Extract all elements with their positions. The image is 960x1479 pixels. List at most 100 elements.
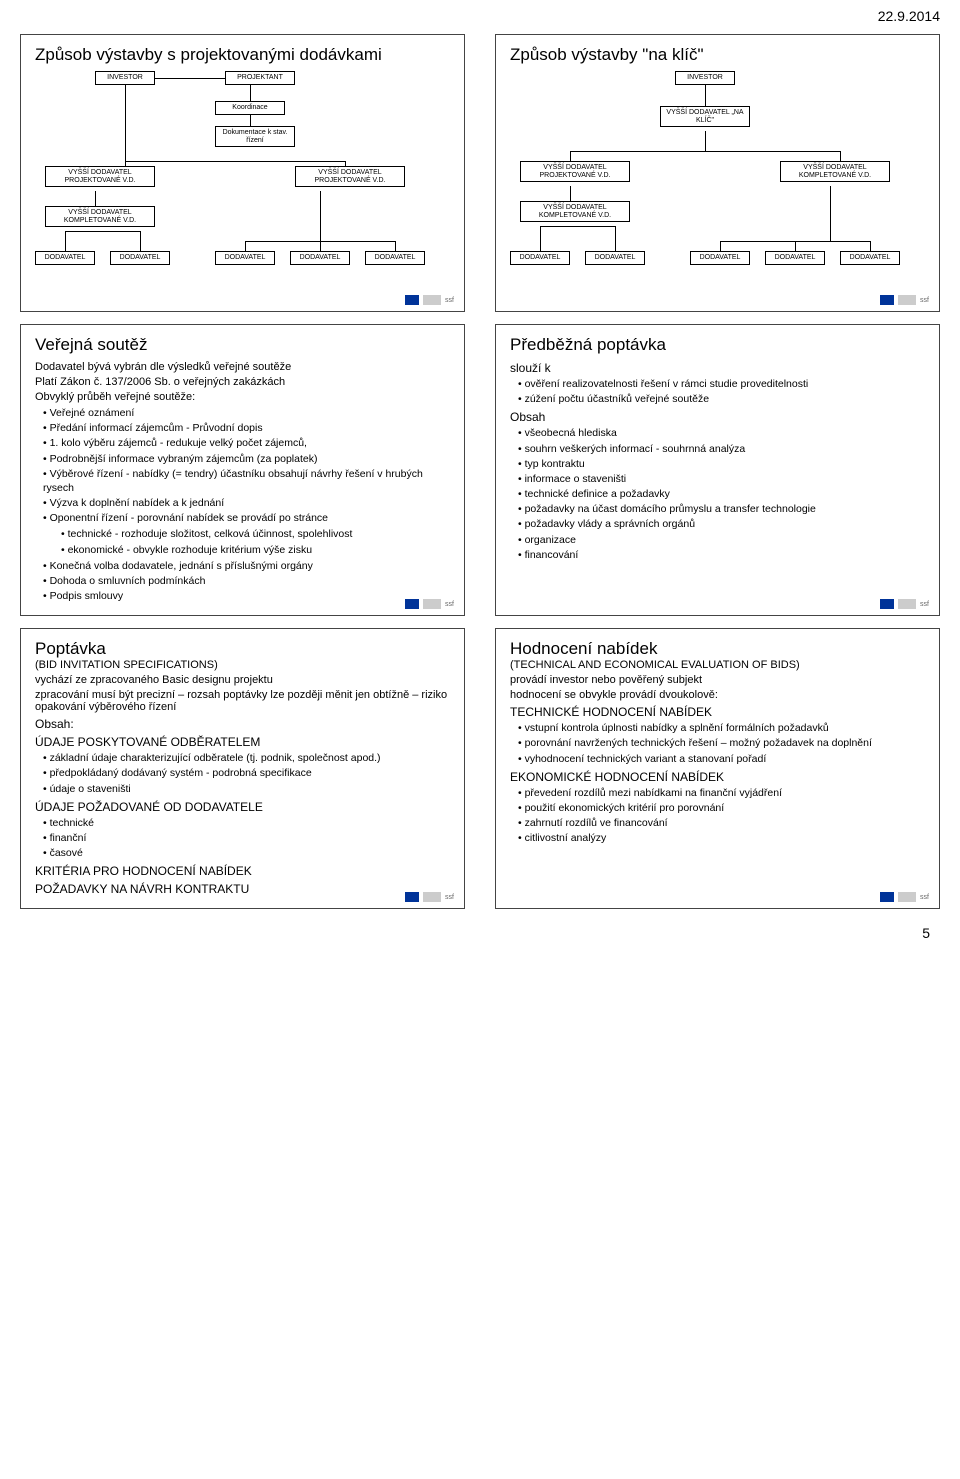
list-item: ekonomické - obvykle rozhoduje kritérium… bbox=[61, 543, 450, 557]
slide6-h2-list: převedení rozdílů mezi nabídkami na fina… bbox=[510, 786, 925, 846]
slide5-h1-list: základní údaje charakterizující odběrate… bbox=[35, 751, 450, 796]
logo-label: ssf bbox=[445, 894, 454, 901]
list-item: financování bbox=[518, 548, 925, 562]
row-2: Veřejná soutěž Dodavatel bývá vybrán dle… bbox=[0, 318, 960, 622]
row-1: Způsob výstavby s projektovanými dodávka… bbox=[0, 28, 960, 318]
slide-1: Způsob výstavby s projektovanými dodávka… bbox=[20, 34, 465, 312]
slide5-h2-list: technické finanční časové bbox=[35, 816, 450, 861]
box-dokumentace: Dokumentace k stav. řízení bbox=[215, 126, 295, 147]
box-investor: INVESTOR bbox=[95, 71, 155, 85]
box-vdproj2: VYŠŠÍ DODAVATEL PROJEKTOVANÉ V.D. bbox=[295, 166, 405, 187]
list-item: použití ekonomických kritérií pro porovn… bbox=[518, 801, 925, 815]
slide3-list2: Konečná volba dodavatele, jednání s přís… bbox=[35, 559, 450, 604]
list-item: Výzva k doplnění nabídek a k jednání bbox=[43, 496, 450, 510]
ssf-logo-icon bbox=[423, 599, 441, 609]
list-item: zúžení počtu účastníků veřejné soutěže bbox=[518, 392, 925, 406]
ssf-logo-icon bbox=[898, 892, 916, 902]
slide6-subtitle: (TECHNICAL AND ECONOMICAL EVALUATION OF … bbox=[510, 659, 925, 671]
slide6-title: Hodnocení nabídek bbox=[510, 639, 925, 659]
slide5-h4: POŽADAVKY NA NÁVRH KONTRAKTU bbox=[35, 882, 450, 896]
list-item: Předání informací zájemcům - Průvodní do… bbox=[43, 421, 450, 435]
slide6-h1-list: vstupní kontrola úplnosti nabídky a spln… bbox=[510, 721, 925, 766]
list-item: organizace bbox=[518, 533, 925, 547]
slide-footer-logo: ssf bbox=[405, 599, 454, 609]
list-item: Oponentní řízení - porovnání nabídek se … bbox=[43, 511, 450, 525]
eu-logo-icon bbox=[880, 892, 894, 902]
slide4-obsah: Obsah bbox=[510, 410, 925, 424]
eu-logo-icon bbox=[880, 295, 894, 305]
list-item: vyhodnocení technických variant a stanov… bbox=[518, 752, 925, 766]
list-item: časové bbox=[43, 846, 450, 860]
slide-4: Předběžná poptávka slouží k ověření real… bbox=[495, 324, 940, 616]
slide3-title: Veřejná soutěž bbox=[35, 335, 450, 355]
slide5-h3: KRITÉRIA PRO HODNOCENÍ NABÍDEK bbox=[35, 864, 450, 878]
slide3-line3: Obvyklý průběh veřejné soutěže: bbox=[35, 391, 450, 403]
slide5-h1: ÚDAJE POSKYTOVANÉ ODBĚRATELEM bbox=[35, 735, 450, 749]
slide5-h2: ÚDAJE POŽADOVANÉ OD DODAVATELE bbox=[35, 800, 450, 814]
list-item: Konečná volba dodavatele, jednání s přís… bbox=[43, 559, 450, 573]
slide-2: Způsob výstavby "na klíč" INVESTOR VYŠŠÍ… bbox=[495, 34, 940, 312]
box-dod5: DODAVATEL bbox=[365, 251, 425, 265]
slide1-chart: INVESTOR PROJEKTANT Koordinace Dokumenta… bbox=[35, 71, 450, 301]
slide6-p1: provádí investor nebo pověřený subjekt bbox=[510, 674, 925, 686]
slide6-h1: TECHNICKÉ HODNOCENÍ NABÍDEK bbox=[510, 705, 925, 719]
row-3: Poptávka (BID INVITATION SPECIFICATIONS)… bbox=[0, 622, 960, 915]
slide3-line2: Platí Zákon č. 137/2006 Sb. o veřejných … bbox=[35, 376, 450, 388]
list-item: porovnání navržených technických řešení … bbox=[518, 736, 925, 750]
box-dod1: DODAVATEL bbox=[35, 251, 95, 265]
box-dod4: DODAVATEL bbox=[290, 251, 350, 265]
slide3-line1: Dodavatel bývá vybrán dle výsledků veřej… bbox=[35, 361, 450, 373]
slide5-p1: vychází ze zpracovaného Basic designu pr… bbox=[35, 674, 450, 686]
list-item: souhrn veškerých informací - souhrnná an… bbox=[518, 442, 925, 456]
slide2-chart: INVESTOR VYŠŠÍ DODAVATEL „NA KLÍČ" VYŠŠÍ… bbox=[510, 71, 925, 301]
box2-komp: VYŠŠÍ DODAVATEL KOMPLETOVANÉ V.D. bbox=[780, 161, 890, 182]
slide5-subtitle: (BID INVITATION SPECIFICATIONS) bbox=[35, 659, 450, 671]
list-item: převedení rozdílů mezi nabídkami na fina… bbox=[518, 786, 925, 800]
eu-logo-icon bbox=[880, 599, 894, 609]
list-item: Podrobnější informace vybraným zájemcům … bbox=[43, 452, 450, 466]
list-item: zahrnutí rozdílů ve financování bbox=[518, 816, 925, 830]
box2-dod3: DODAVATEL bbox=[690, 251, 750, 265]
list-item: informace o staveništi bbox=[518, 472, 925, 486]
box2-dod4: DODAVATEL bbox=[765, 251, 825, 265]
logo-label: ssf bbox=[920, 894, 929, 901]
slide-6: Hodnocení nabídek (TECHNICAL AND ECONOMI… bbox=[495, 628, 940, 909]
slide5-obsah: Obsah: bbox=[35, 717, 450, 731]
page-date: 22.9.2014 bbox=[0, 0, 960, 28]
logo-label: ssf bbox=[445, 297, 454, 304]
list-item: citlivostní analýzy bbox=[518, 831, 925, 845]
slide4-slouzi-list: ověření realizovatelnosti řešení v rámci… bbox=[510, 377, 925, 406]
list-item: 1. kolo výběru zájemců - redukuje velký … bbox=[43, 436, 450, 450]
slide5-p2: zpracování musí být precizní – rozsah po… bbox=[35, 689, 450, 713]
box2-proj: VYŠŠÍ DODAVATEL PROJEKTOVANÉ V.D. bbox=[520, 161, 630, 182]
eu-logo-icon bbox=[405, 892, 419, 902]
logo-label: ssf bbox=[920, 297, 929, 304]
list-item: předpokládaný dodávaný systém - podrobná… bbox=[43, 766, 450, 780]
list-item: údaje o staveništi bbox=[43, 782, 450, 796]
slide4-title: Předběžná poptávka bbox=[510, 335, 925, 355]
slide5-title: Poptávka bbox=[35, 639, 450, 659]
box-dod2: DODAVATEL bbox=[110, 251, 170, 265]
box2-dod2: DODAVATEL bbox=[585, 251, 645, 265]
slide4-obsah-list: všeobecná hlediska souhrn veškerých info… bbox=[510, 426, 925, 562]
slide-footer-logo: ssf bbox=[405, 295, 454, 305]
list-item: ověření realizovatelnosti řešení v rámci… bbox=[518, 377, 925, 391]
box-vdproj1: VYŠŠÍ DODAVATEL PROJEKTOVANÉ V.D. bbox=[45, 166, 155, 187]
list-item: finanční bbox=[43, 831, 450, 845]
eu-logo-icon bbox=[405, 295, 419, 305]
slide2-title: Způsob výstavby "na klíč" bbox=[510, 45, 925, 65]
list-item: technické bbox=[43, 816, 450, 830]
list-item: Veřejné oznámení bbox=[43, 406, 450, 420]
list-item: požadavky na účast domácího průmyslu a t… bbox=[518, 502, 925, 516]
list-item: požadavky vlády a správních orgánů bbox=[518, 517, 925, 531]
logo-label: ssf bbox=[445, 601, 454, 608]
list-item: Výběrové řízení - nabídky (= tendry) úča… bbox=[43, 467, 450, 495]
page-number: 5 bbox=[0, 915, 960, 961]
list-item: typ kontraktu bbox=[518, 457, 925, 471]
slide-3: Veřejná soutěž Dodavatel bývá vybrán dle… bbox=[20, 324, 465, 616]
logo-label: ssf bbox=[920, 601, 929, 608]
list-item: základní údaje charakterizující odběrate… bbox=[43, 751, 450, 765]
eu-logo-icon bbox=[405, 599, 419, 609]
box2-komp2: VYŠŠÍ DODAVATEL KOMPLETOVANÉ V.D. bbox=[520, 201, 630, 222]
slide-footer-logo: ssf bbox=[880, 295, 929, 305]
